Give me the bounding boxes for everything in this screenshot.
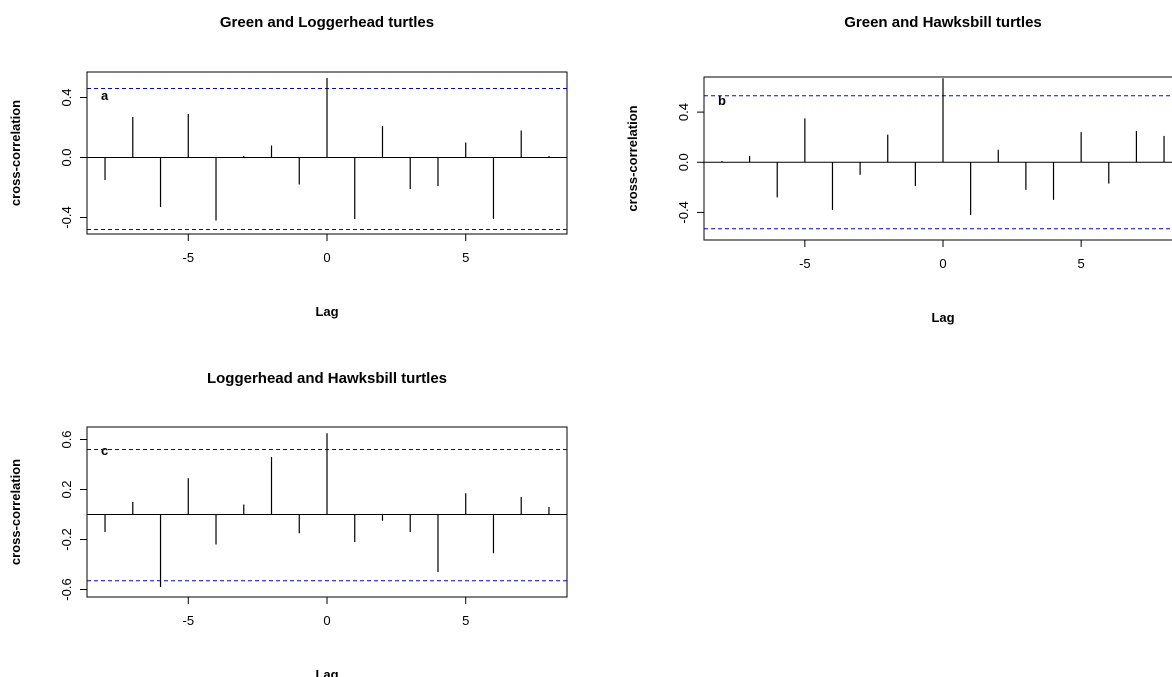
y-tick-label: -0.6 bbox=[59, 578, 74, 600]
x-tick-label: -5 bbox=[182, 250, 194, 265]
y-tick-label: 0.4 bbox=[59, 88, 74, 106]
y-tick-label: 0.2 bbox=[59, 480, 74, 498]
plot-frame bbox=[703, 76, 1172, 241]
x-tick-label: 0 bbox=[323, 250, 330, 265]
panel-label: c bbox=[101, 443, 108, 458]
y-tick-label: -0.4 bbox=[59, 206, 74, 228]
x-axis-label: Lag bbox=[931, 310, 954, 325]
y-tick-label: 0.0 bbox=[59, 148, 74, 166]
x-tick-label: -5 bbox=[182, 613, 194, 628]
chart-title: Green and Loggerhead turtles bbox=[220, 14, 434, 31]
chart-title: Loggerhead and Hawksbill turtles bbox=[207, 370, 447, 387]
y-axis-label: cross-correlation bbox=[8, 459, 23, 565]
x-tick-label: 5 bbox=[462, 250, 469, 265]
y-axis-label: cross-correlation bbox=[625, 105, 640, 211]
chart-title: Green and Hawksbill turtles bbox=[844, 14, 1042, 31]
x-axis-label: Lag bbox=[315, 304, 338, 319]
panel-label: b bbox=[718, 93, 726, 108]
x-tick-label: 0 bbox=[939, 256, 946, 271]
y-axis-label: cross-correlation bbox=[8, 100, 23, 206]
y-tick-label: -0.4 bbox=[676, 201, 691, 223]
x-tick-label: -5 bbox=[799, 256, 811, 271]
y-tick-label: 0.4 bbox=[676, 103, 691, 121]
y-tick-label: 0.0 bbox=[676, 153, 691, 171]
x-tick-label: 5 bbox=[1078, 256, 1085, 271]
x-axis-label: Lag bbox=[315, 667, 338, 677]
x-tick-label: 5 bbox=[462, 613, 469, 628]
y-tick-label: 0.6 bbox=[59, 430, 74, 448]
panel-label: a bbox=[101, 88, 109, 103]
y-tick-label: -0.2 bbox=[59, 528, 74, 550]
x-tick-label: 0 bbox=[323, 613, 330, 628]
